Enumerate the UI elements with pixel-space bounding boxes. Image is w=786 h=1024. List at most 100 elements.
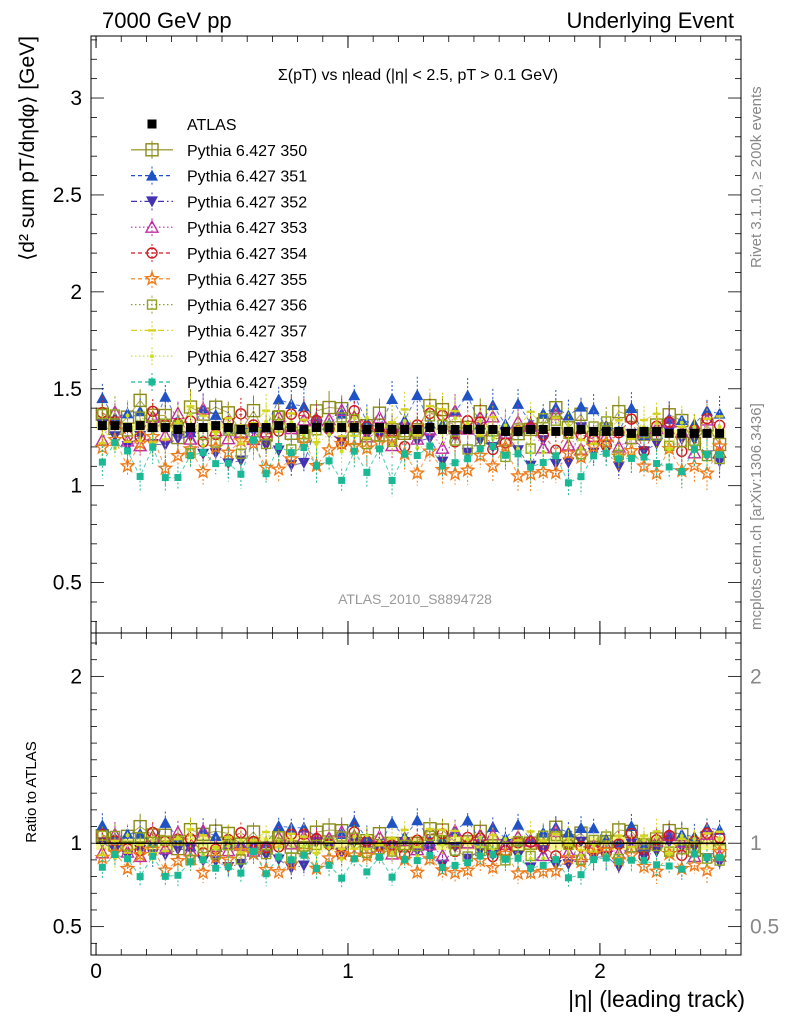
series-8-bot-point-21 <box>362 847 371 851</box>
series-10-bot-point-5 <box>161 872 169 880</box>
legend-marker-7 <box>146 299 158 310</box>
series-7-top-point-0 <box>97 408 108 420</box>
series-5-top-point-45 <box>663 416 675 428</box>
series-7-bot-point-16 <box>298 841 310 852</box>
data-point-27 <box>437 424 447 434</box>
series-10-bot-point-27 <box>438 864 446 872</box>
series-9-top-point-18 <box>327 432 332 437</box>
data-point-18 <box>324 423 334 433</box>
series-10-bot-point-49 <box>716 854 724 862</box>
series-2-bot-point-37 <box>562 826 575 838</box>
series-2-top-point-38 <box>575 400 588 412</box>
series-8-top-point-26 <box>425 404 434 408</box>
data-point-21 <box>362 424 372 434</box>
series-10-bot-point-37 <box>564 874 572 882</box>
legend-label-1: Pythia 6.427 350 <box>187 143 307 160</box>
series-6-bot-point-31 <box>484 859 501 875</box>
series-8-top-point-24 <box>400 408 409 411</box>
series-9-bot-point-9 <box>213 846 218 851</box>
series-10-top-point-13 <box>262 470 270 478</box>
series-8-top-point-10 <box>224 417 233 420</box>
series-10-top-point-6 <box>174 474 182 482</box>
series-9-bot-point-25 <box>415 853 420 858</box>
series-9-bot-point-19 <box>339 857 344 862</box>
series-2-top-point-33 <box>512 397 525 409</box>
series-8-bot-point-26 <box>425 827 434 831</box>
data-point-3 <box>135 421 145 431</box>
ratio-y-tick-label: 0.5 <box>53 916 82 939</box>
series-10-bot-point-43 <box>640 856 648 864</box>
series-9-bot-point-21 <box>364 833 369 838</box>
series-3-bot-point-44 <box>650 846 663 858</box>
series-8-bot-point-34 <box>526 830 535 833</box>
series-8-top-point-27 <box>438 408 447 411</box>
series-9-bot-point-24 <box>402 835 407 840</box>
series-8-bot-point-22 <box>375 844 384 847</box>
series-6-top-point-6 <box>169 447 186 463</box>
series-6-top-point-34 <box>522 465 539 481</box>
series-10-top-point-48 <box>703 450 711 458</box>
series-2-top-point-5 <box>159 390 172 402</box>
series-9-bot-point-17 <box>314 852 319 857</box>
series-9-bot-point-34 <box>528 856 533 861</box>
series-10-top-point-34 <box>527 463 535 471</box>
series-8-top-point-41 <box>614 419 623 422</box>
series-10-top-point-4 <box>149 443 157 451</box>
series-6-top-point-3 <box>132 434 149 451</box>
series-2-bot-point-0 <box>96 819 109 831</box>
series-8-top-point-5 <box>161 438 170 441</box>
series-8-bot-point-8 <box>199 834 208 837</box>
series-3-top-point-16 <box>297 457 310 469</box>
series-4-top-point-27 <box>435 440 450 454</box>
series-2-top-point-29 <box>461 389 474 401</box>
series-5-bot-line <box>102 831 720 858</box>
series-10-top-point-41 <box>615 455 623 463</box>
data-point-20 <box>349 423 359 433</box>
series-3-top-point-13 <box>260 440 273 452</box>
series-8-top-point-28 <box>451 409 460 413</box>
series-10-top-point-1 <box>111 439 119 447</box>
ratio-y-tick-label: 1 <box>70 832 82 855</box>
series-10-top-point-29 <box>464 455 472 463</box>
series-9-top-point-49 <box>717 424 722 429</box>
series-8-top-point-20 <box>350 434 359 437</box>
series-8-top-point-2 <box>123 440 132 443</box>
series-8-top-point-13 <box>262 409 271 412</box>
series-10-bot-point-29 <box>464 859 472 867</box>
series-6-bot-point-18 <box>321 849 338 866</box>
data-point-0 <box>97 421 107 431</box>
series-2-bot-point-41 <box>612 836 625 848</box>
series-10-top-point-28 <box>451 459 459 467</box>
series-6-top-point-44 <box>648 464 665 481</box>
series-2-bot-point-14 <box>272 820 285 832</box>
series-10-bot-point-11 <box>237 869 245 877</box>
data-point-37 <box>563 426 573 436</box>
series-10-top-point-32 <box>501 451 509 459</box>
data-point-49 <box>715 428 725 438</box>
legend-marker-5 <box>146 247 158 259</box>
series-7-top-point-28 <box>449 435 461 446</box>
series-10-top-point-11 <box>237 470 245 478</box>
series-2-top-point-37 <box>562 409 575 421</box>
series-10-top-point-46 <box>678 468 686 476</box>
series-10-bot-point-41 <box>615 858 623 866</box>
y-tick-label: 1 <box>70 475 82 498</box>
data-point-26 <box>425 423 435 433</box>
series-10-top-point-24 <box>401 450 409 458</box>
series-10-bot-point-17 <box>312 865 320 873</box>
data-point-44 <box>652 426 662 436</box>
y-tick-label: 0.5 <box>53 572 82 595</box>
series-3-top-point-37 <box>562 457 575 469</box>
data-point-42 <box>626 428 636 438</box>
series-4-top-point-8 <box>195 401 211 415</box>
series-6-bot-point-36 <box>547 862 564 878</box>
legend-label-0: ATLAS <box>187 117 237 134</box>
series-9-bot-point-30 <box>478 835 483 840</box>
data-point-29 <box>463 424 473 434</box>
series-9-bot-point-35 <box>541 856 546 861</box>
data-point-15 <box>286 423 296 433</box>
series-8-bot-point-41 <box>614 834 623 837</box>
series-9-bot-point-28 <box>453 833 458 838</box>
series-7-top-point-21 <box>361 438 373 450</box>
series-9-bot-point-47 <box>692 837 697 842</box>
